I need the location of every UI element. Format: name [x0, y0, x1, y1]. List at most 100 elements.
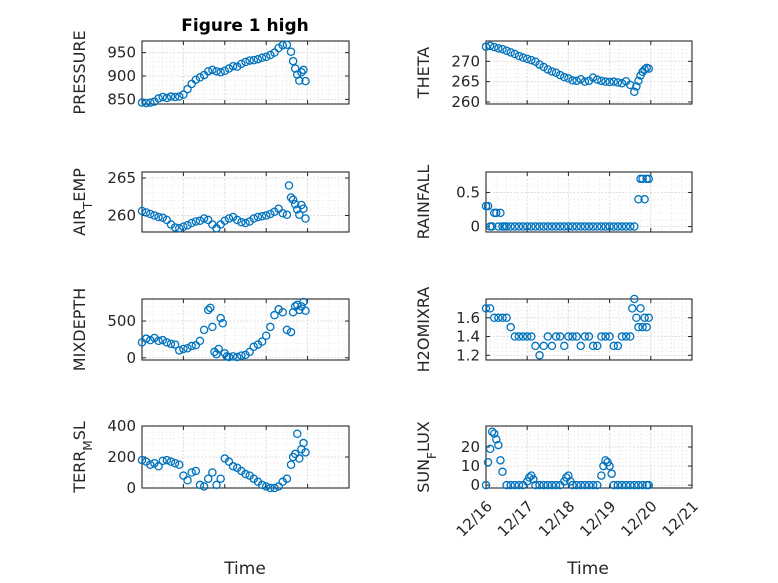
data-point-6-30 [261, 482, 271, 491]
data-point-2-30 [261, 211, 271, 220]
y-axis-label-7: SUNFLUX [414, 421, 439, 493]
y-tick-label-6-0: 0 [126, 479, 136, 497]
data-point-1-7 [510, 49, 520, 59]
data-point-6-42 [299, 438, 308, 448]
data-point-0-43 [301, 76, 310, 86]
data-point-1-35 [625, 80, 635, 90]
data-point-3-16 [527, 222, 536, 231]
data-point-0-9 [175, 92, 184, 101]
y-tick-label-2-0: 260 [107, 207, 136, 225]
data-point-4-8 [170, 340, 180, 349]
data-point-7-17 [529, 475, 538, 484]
data-point-0-19 [216, 68, 225, 77]
data-point-5-3 [494, 313, 503, 323]
subplot-3: 0 0.5 RAINFALL [414, 165, 693, 239]
data-point-6-4 [154, 462, 163, 471]
data-point-4-47 [299, 297, 308, 307]
data-point-5-24 [580, 332, 590, 341]
y-tick-label-4-1: 500 [107, 312, 136, 330]
data-point-0-6 [162, 93, 172, 103]
data-point-4-26 [224, 352, 234, 362]
data-point-3-10 [502, 222, 511, 231]
data-point-3-29 [580, 222, 590, 231]
data-point-1-31 [609, 77, 618, 86]
data-point-5-22 [572, 332, 581, 341]
data-point-4-48 [301, 306, 310, 316]
subplot-4: 0 500 MIXDEPTH [70, 288, 350, 371]
data-point-3-25 [564, 222, 573, 231]
data-point-1-6 [506, 48, 515, 57]
data-point-2-39 [290, 199, 300, 209]
data-point-5-23 [576, 341, 586, 351]
data-point-5-7 [510, 332, 520, 341]
data-point-4-40 [282, 325, 292, 335]
data-point-7-45 [621, 480, 631, 490]
data-point-4-18 [208, 322, 217, 332]
data-point-0-5 [158, 92, 167, 102]
data-point-2-38 [288, 195, 298, 204]
data-point-6-10 [179, 471, 188, 480]
data-point-0-1 [141, 98, 151, 108]
x-tick-label-7-5: 12/21 [659, 497, 702, 540]
data-point-0-34 [278, 40, 288, 50]
data-point-1-21 [568, 76, 577, 85]
data-point-5-41 [638, 322, 647, 332]
data-point-4-23 [218, 319, 227, 328]
data-point-3-32 [592, 222, 602, 231]
data-point-6-35 [282, 474, 292, 483]
data-point-1-29 [601, 77, 610, 86]
data-point-2-23 [232, 215, 242, 225]
data-point-6-11 [183, 475, 192, 485]
data-point-5-21 [568, 332, 577, 341]
data-point-3-38 [617, 222, 627, 231]
data-point-6-19 [216, 474, 225, 483]
data-point-6-39 [292, 429, 302, 438]
data-point-6-15 [199, 482, 209, 491]
data-point-4-5 [158, 335, 167, 345]
data-point-0-42 [299, 65, 308, 75]
data-point-5-19 [560, 341, 569, 351]
y-tick-label-1-1: 265 [451, 73, 480, 91]
axes-box-4 [141, 298, 350, 361]
data-point-1-10 [522, 54, 532, 64]
data-point-2-34 [278, 208, 288, 218]
y-tick-label-0-0: 850 [107, 90, 136, 108]
data-point-0-0 [137, 98, 147, 107]
data-point-7-33 [584, 480, 594, 490]
data-point-5-6 [506, 322, 515, 332]
data-point-3-19 [539, 222, 548, 231]
data-point-3-7 [496, 208, 505, 218]
data-point-2-11 [183, 220, 192, 230]
data-point-0-21 [224, 64, 234, 73]
data-point-1-36 [630, 87, 639, 97]
data-point-4-20 [212, 349, 221, 359]
data-point-4-4 [154, 336, 163, 346]
data-point-4-6 [162, 338, 172, 347]
data-point-4-15 [199, 325, 209, 335]
data-point-3-31 [588, 222, 598, 231]
data-point-5-27 [592, 341, 602, 351]
data-point-3-18 [535, 222, 544, 231]
data-point-5-2 [489, 313, 499, 323]
data-point-1-19 [560, 72, 569, 82]
data-point-4-41 [286, 327, 296, 337]
data-point-0-29 [257, 53, 267, 63]
data-point-7-7 [496, 456, 505, 465]
data-point-0-8 [170, 92, 180, 102]
data-point-5-18 [555, 332, 565, 341]
data-point-1-4 [498, 44, 507, 54]
data-point-7-46 [625, 480, 635, 490]
data-point-7-9 [502, 480, 511, 490]
data-point-5-20 [564, 332, 573, 341]
data-point-1-9 [518, 53, 528, 62]
data-point-2-43 [299, 204, 308, 213]
data-point-6-40 [295, 454, 304, 463]
data-point-7-5 [492, 435, 501, 444]
data-point-6-18 [212, 480, 221, 490]
data-point-5-39 [634, 322, 643, 332]
data-point-6-31 [266, 483, 275, 493]
data-point-3-1 [483, 201, 493, 211]
data-point-2-25 [241, 218, 250, 228]
y-axis-label-5: H2OMIXRA [414, 287, 433, 373]
data-point-7-43 [613, 480, 623, 490]
